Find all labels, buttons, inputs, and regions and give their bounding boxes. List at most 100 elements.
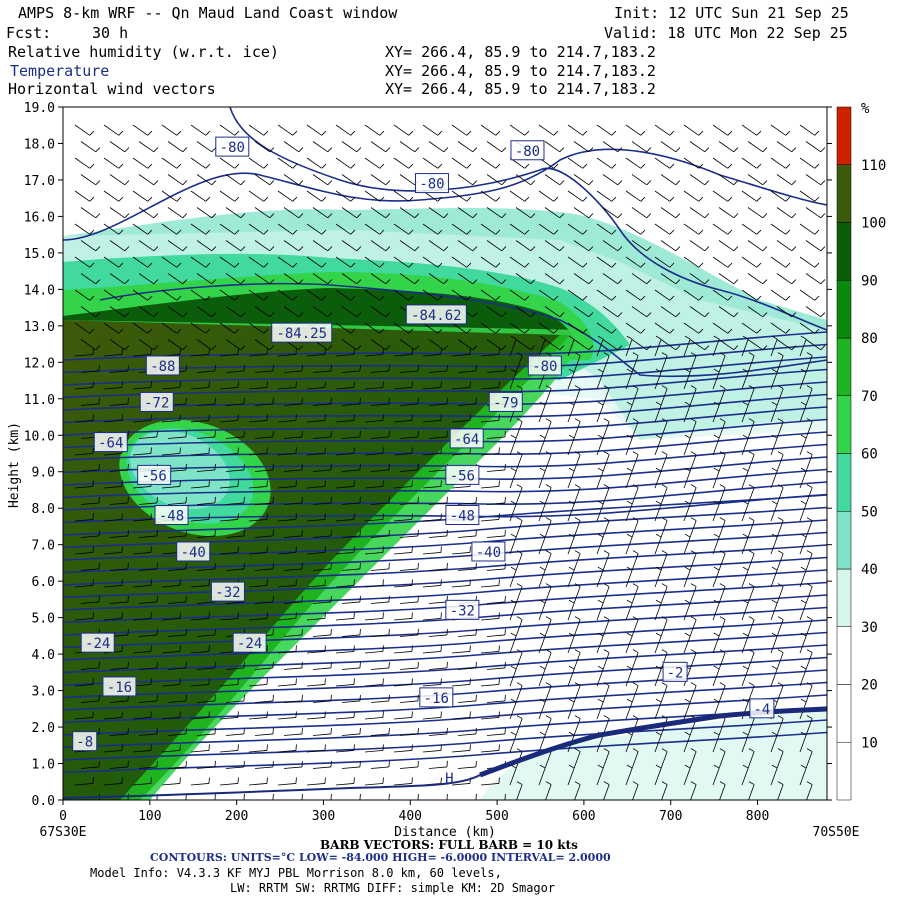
wind-barb-flag: [243, 496, 245, 503]
wind-barb: [631, 141, 647, 153]
wind-barb: [428, 207, 444, 219]
wind-barb-flag: [417, 595, 419, 602]
wind-barb-flag: [330, 397, 332, 404]
wind-barb: [167, 766, 186, 769]
wind-barb: [602, 273, 618, 285]
wind-barb-flag: [588, 147, 594, 153]
wind-barb-flag: [417, 562, 419, 569]
wind-barb-flag: [742, 764, 749, 769]
wind-barb-flag: [472, 312, 478, 318]
wind-barb-flag: [330, 562, 332, 569]
wind-barb-flag: [263, 295, 269, 301]
wind-barb-flag: [324, 513, 326, 520]
wind-barb-flag: [800, 599, 807, 604]
wind-barb: [741, 157, 757, 169]
wind-barb: [457, 700, 476, 703]
wind-barb: [306, 486, 325, 489]
wind-barb: [660, 240, 676, 252]
wind-barb: [370, 403, 389, 406]
wind-barb-flag: [742, 500, 749, 505]
wind-barb: [660, 141, 676, 153]
wind-barb-flag: [510, 632, 517, 637]
wind-barb-flag: [214, 628, 216, 635]
wind-barb: [741, 289, 757, 301]
wind-barb: [312, 634, 331, 637]
colorbar-band: [836, 222, 852, 281]
wind-barb: [799, 322, 815, 334]
wind-barb: [109, 535, 128, 538]
wind-barb-flag: [121, 612, 123, 619]
wind-barb-flag: [295, 777, 297, 784]
wind-barb-flag: [208, 414, 210, 421]
wind-barb: [277, 486, 296, 489]
wind-barb: [312, 568, 331, 571]
wind-barb: [625, 767, 633, 786]
wind-barb: [422, 717, 441, 720]
wind-barb-flag: [182, 213, 188, 219]
wind-barb: [770, 404, 778, 423]
wind-barb-flag: [800, 632, 807, 637]
wind-barb-flag: [417, 694, 419, 701]
wind-barb: [631, 520, 639, 538]
wind-barb: [190, 223, 206, 235]
wind-barb-flag: [417, 463, 419, 470]
wind-barb: [805, 141, 821, 153]
wind-barb: [132, 256, 148, 268]
wind-barb-flag: [324, 744, 326, 751]
contour-label: -8: [76, 735, 93, 751]
contour-label-box: [154, 505, 189, 526]
wind-barb-flag: [727, 295, 733, 301]
wind-barb-flag: [440, 447, 442, 454]
wind-barb-flag: [501, 345, 507, 351]
wind-barb: [632, 784, 639, 800]
wind-barb-flag: [272, 793, 274, 800]
wind-barb: [167, 207, 183, 219]
wind-barb: [451, 651, 470, 654]
wind-barb-flag: [733, 246, 739, 252]
wind-barb: [480, 322, 496, 334]
wind-barb: [283, 273, 299, 285]
wind-barb-flag: [785, 163, 791, 169]
colorbar-band: [836, 337, 852, 396]
wind-barb: [196, 306, 212, 318]
wind-barb: [689, 487, 697, 505]
wind-barb: [167, 535, 186, 538]
wind-barb-flag: [733, 213, 739, 219]
wind-barb-flag: [472, 345, 478, 351]
wind-barb: [625, 124, 641, 136]
contour-label-box: [510, 140, 545, 161]
wind-barb-flag: [597, 533, 604, 538]
wind-barb: [341, 700, 360, 703]
wind-barb-flag: [640, 130, 646, 136]
wind-barb-flag: [147, 328, 153, 334]
wind-barb-flag: [417, 760, 419, 767]
wind-barb: [399, 766, 418, 769]
wind-barb: [109, 240, 125, 252]
wind-barb: [161, 223, 177, 235]
wind-barb-flag: [272, 529, 274, 536]
wind-barb-flag: [545, 451, 552, 455]
wind-barb-flag: [820, 147, 826, 153]
wind-barb: [776, 586, 784, 604]
wind-barb: [567, 338, 575, 357]
wind-barb: [683, 124, 699, 136]
wind-barb-flag: [176, 229, 182, 235]
wind-barb-flag: [539, 632, 546, 637]
wind-barb-flag: [301, 364, 303, 371]
wind-barb: [167, 141, 183, 153]
wind-barb: [747, 355, 755, 373]
wind-barb: [480, 585, 499, 588]
wind-barb: [399, 207, 415, 219]
wind-barb: [660, 421, 668, 439]
wind-barb-flag: [147, 196, 153, 202]
wind-barb-flag: [675, 246, 681, 252]
wind-barb: [660, 586, 668, 604]
wind-barb-flag: [617, 279, 623, 285]
wind-barb-flag: [327, 246, 333, 252]
wind-barb-flag: [446, 760, 448, 767]
wind-barb: [805, 454, 813, 472]
wind-barb-flag: [295, 711, 297, 718]
y-tick-label: 9.0: [32, 466, 55, 481]
wind-barb-flag: [440, 480, 442, 487]
wind-barb: [654, 223, 670, 235]
